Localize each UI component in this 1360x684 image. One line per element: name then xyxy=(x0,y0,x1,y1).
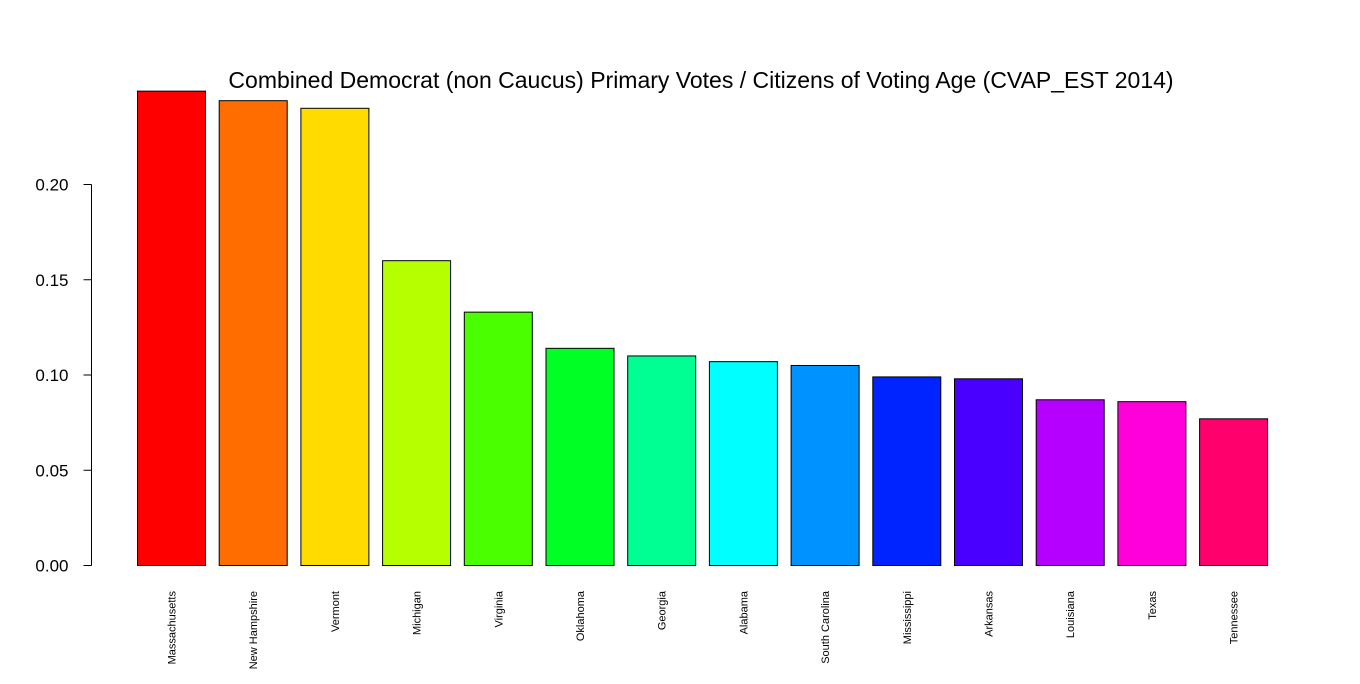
bar-massachusetts xyxy=(137,90,206,566)
bar-michigan xyxy=(382,260,452,566)
x-tick-label: Alabama xyxy=(738,590,750,634)
bar-alabama xyxy=(708,361,778,567)
y-tick-label: 0.00 xyxy=(35,557,68,576)
bar-south-carolina xyxy=(790,364,860,566)
x-tick-label: Georgia xyxy=(657,590,669,630)
bar-texas xyxy=(1117,401,1187,567)
chart-title: Combined Democrat (non Caucus) Primary V… xyxy=(228,67,1173,93)
x-tick-label: Oklahoma xyxy=(575,590,587,641)
bars xyxy=(137,90,1269,567)
y-axis: 0.00 0.05 0.10 0.15 0.20 xyxy=(35,176,92,576)
x-tick-label: Vermont xyxy=(330,591,342,632)
bar-georgia xyxy=(627,355,697,567)
x-tick-label: Massachusetts xyxy=(167,591,179,665)
x-tick-label: Arkansas xyxy=(984,591,996,637)
x-tick-label: Virginia xyxy=(493,590,505,627)
x-tick-label: Mississippi xyxy=(902,591,914,644)
bar-mississippi xyxy=(872,376,942,566)
bar-louisiana xyxy=(1035,399,1105,567)
bar-tennessee xyxy=(1199,418,1269,566)
bar-virginia xyxy=(463,311,533,567)
y-tick-label: 0.15 xyxy=(35,271,68,290)
x-tick-label: Louisiana xyxy=(1065,590,1077,638)
x-tick-label: Tennessee xyxy=(1229,591,1241,644)
x-tick-label: South Carolina xyxy=(820,590,832,664)
x-tick-label: New Hampshire xyxy=(248,591,260,669)
bar-oklahoma xyxy=(545,347,615,566)
y-tick-label: 0.20 xyxy=(35,176,68,195)
y-tick-label: 0.05 xyxy=(35,461,68,480)
bar-new-hampshire xyxy=(218,100,288,567)
x-tick-label: Michigan xyxy=(412,591,424,635)
x-tick-label: Texas xyxy=(1147,591,1159,620)
bar-arkansas xyxy=(954,378,1023,566)
y-tick-label: 0.10 xyxy=(35,366,68,385)
bar-vermont xyxy=(300,107,370,567)
x-axis-labels: Massachusetts New Hampshire Vermont Michiga… xyxy=(167,590,1241,669)
